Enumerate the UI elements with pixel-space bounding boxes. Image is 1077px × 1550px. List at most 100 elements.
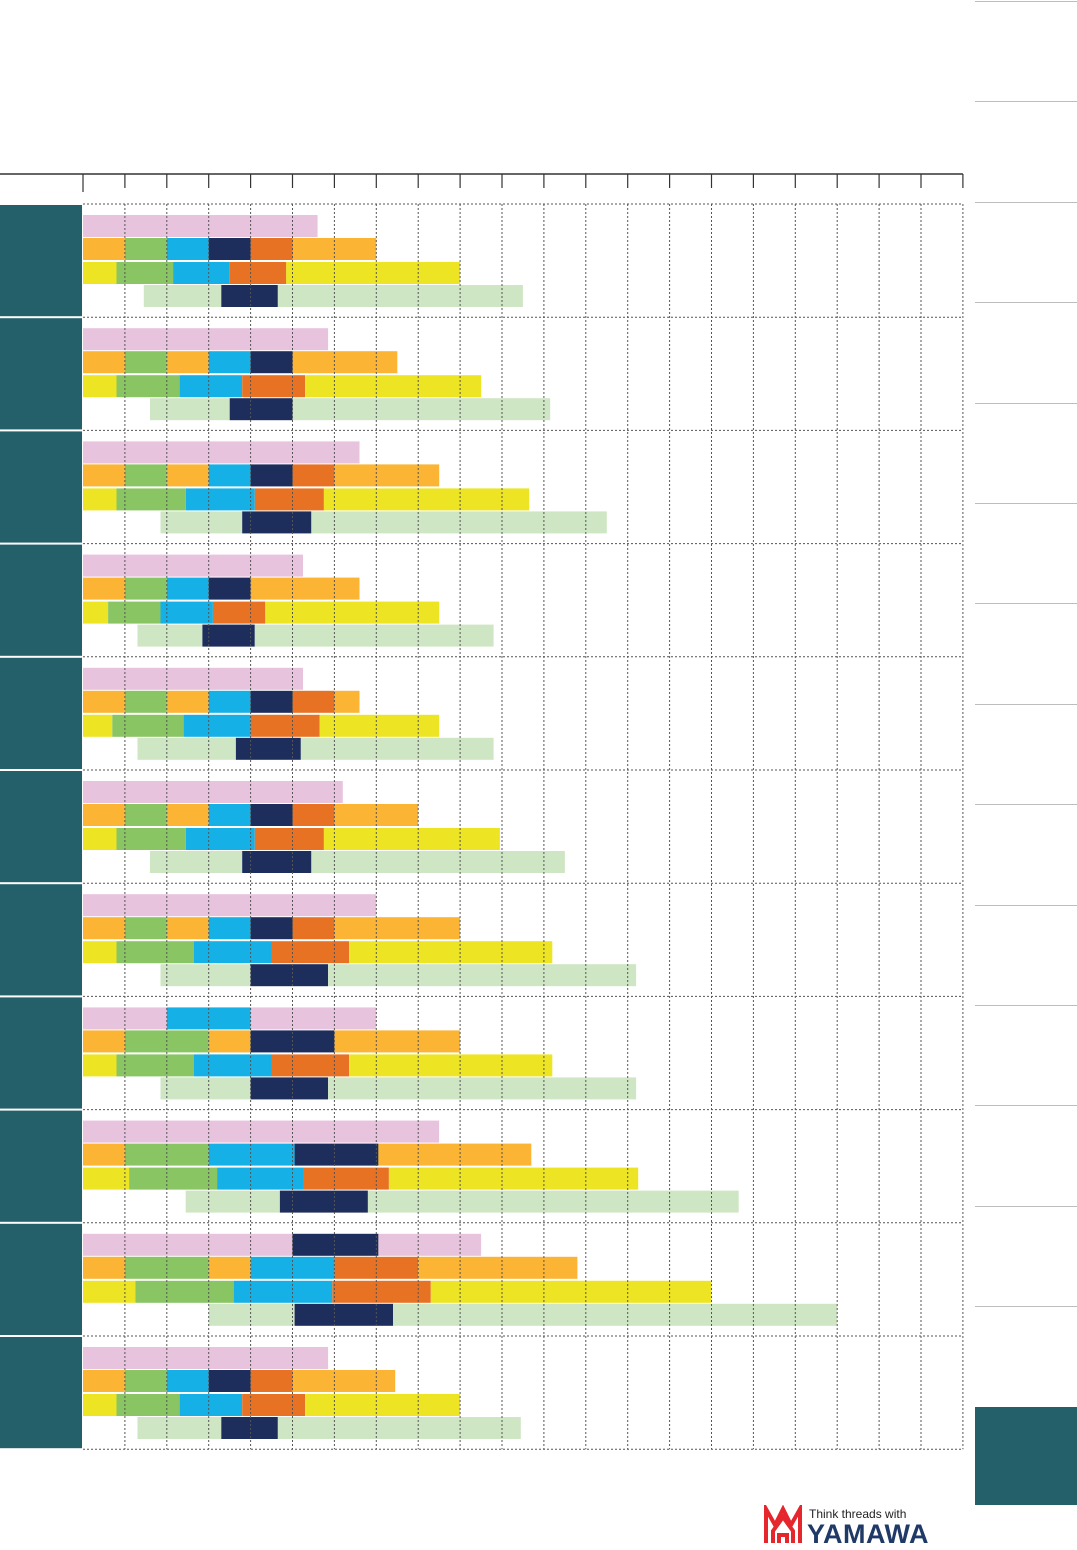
chart	[0, 173, 964, 1450]
bar-segment-g3-r2-s7	[334, 464, 440, 487]
bar-segment-g4-r3-s5	[265, 601, 440, 624]
side-tab-rule	[975, 904, 1077, 906]
bar-segment-g9-r3-s2	[129, 1167, 218, 1190]
bar-segment-g6-r3-s2	[116, 828, 186, 850]
bar-segment-g2-r3-s2	[116, 375, 180, 398]
bar-segment-g5-r2-s2	[124, 690, 167, 713]
bar-segment-g11-r2-s1	[83, 1370, 125, 1392]
bar-segment-g10-r4-s1	[208, 1303, 295, 1326]
bar-segment-g6-r3-s5	[323, 828, 500, 850]
bar-segment-g10-r3-s4	[332, 1280, 431, 1303]
row-header-4	[0, 544, 82, 656]
bar-segment-g5-r3-s4	[250, 714, 320, 737]
bar-segment-g10-r1-s2	[292, 1233, 379, 1256]
bar-segment-g8-r3-s3	[194, 1054, 272, 1077]
bar-segment-g10-r2-s1	[83, 1256, 125, 1279]
row-header-2	[0, 318, 82, 430]
side-tab-rule	[975, 804, 1077, 806]
side-tab-rule	[975, 1205, 1077, 1207]
bar-segment-g5-r3-s5	[319, 714, 440, 737]
bars	[83, 215, 838, 1439]
bar-segment-g4-r2-s3	[166, 577, 209, 600]
bar-segment-g7-r4-s3	[328, 964, 637, 987]
bar-segment-g2-r2-s6	[292, 351, 398, 374]
bar-segment-g6-r1-s1	[83, 781, 343, 803]
bar-segment-g7-r2-s4	[208, 917, 251, 940]
bar-segment-g10-r2-s4	[250, 1256, 335, 1279]
bar-segment-g1-r3-s2	[116, 262, 174, 284]
bar-segment-g7-r3-s1	[83, 941, 117, 964]
bar-segment-g1-r2-s4	[208, 238, 251, 260]
bar-segment-g10-r2-s6	[418, 1256, 578, 1279]
bar-segment-g9-r1-s1	[83, 1120, 440, 1143]
bar-segment-g5-r2-s3	[166, 690, 209, 713]
bar-segment-g2-r4-s2	[229, 398, 293, 421]
bar-segment-g9-r3-s3	[217, 1167, 303, 1190]
bar-segment-g4-r3-s2	[108, 601, 161, 624]
bar-segment-g2-r2-s1	[83, 351, 125, 374]
side-tab-rule	[975, 703, 1077, 705]
bar-segment-g10-r3-s1	[83, 1280, 136, 1303]
bar-segment-g5-r1-s1	[83, 667, 303, 690]
bar-segment-g3-r2-s1	[83, 464, 125, 487]
bar-segment-g9-r4-s3	[367, 1190, 739, 1213]
bar-segment-g5-r2-s4	[208, 690, 251, 713]
bar-segment-g3-r3-s2	[116, 488, 186, 511]
bar-segment-g4-r1-s1	[83, 554, 303, 577]
bar-segment-g8-r3-s4	[271, 1054, 349, 1077]
bar-segment-g4-r4-s3	[254, 624, 494, 647]
bar-segment-g8-r3-s1	[83, 1054, 117, 1077]
bar-segment-g9-r4-s2	[279, 1190, 368, 1213]
side-tab-rule	[975, 1306, 1077, 1308]
bar-segment-g8-r1-s3	[250, 1007, 377, 1030]
grid	[83, 203, 964, 1450]
bar-segment-g1-r2-s2	[124, 238, 167, 260]
bar-segment-g1-r4-s2	[221, 285, 278, 307]
bar-segment-g6-r2-s4	[208, 804, 251, 826]
side-tab-rule	[975, 1005, 1077, 1006]
bar-segment-g2-r2-s4	[208, 351, 251, 374]
bar-segment-g8-r3-s2	[116, 1054, 194, 1077]
brand-name: YAMAWA	[807, 1519, 930, 1549]
bar-segment-g1-r1-s1	[83, 215, 318, 237]
bar-segment-g4-r2-s5	[250, 577, 360, 600]
bar-segment-g7-r2-s5	[250, 917, 293, 940]
bar-segment-g6-r2-s7	[334, 804, 419, 826]
bar-segment-g2-r2-s5	[250, 351, 293, 374]
bar-segment-g4-r2-s4	[208, 577, 251, 600]
bar-segment-g10-r2-s5	[334, 1256, 419, 1279]
bar-segment-g1-r3-s4	[229, 262, 287, 284]
bar-segment-g11-r2-s3	[166, 1370, 209, 1392]
bar-segment-g10-r2-s3	[208, 1256, 251, 1279]
bar-segment-g3-r3-s4	[254, 488, 324, 511]
bar-segment-g8-r1-s1	[83, 1007, 167, 1030]
side-tab-rule	[975, 1, 1077, 2]
bar-segment-g2-r3-s5	[305, 375, 482, 398]
brand: Think threads with YAMAWA	[763, 1505, 963, 1550]
x-axis	[0, 173, 964, 192]
bar-segment-g6-r3-s1	[83, 828, 117, 850]
bar-segment-g9-r2-s3	[208, 1143, 295, 1166]
side-tab-rule	[975, 503, 1077, 504]
bar-segment-g2-r3-s4	[242, 375, 305, 398]
bar-segment-g8-r4-s1	[160, 1077, 251, 1100]
bar-segment-g4-r3-s3	[160, 601, 213, 624]
bar-segment-g7-r4-s1	[160, 964, 251, 987]
bar-segment-g11-r3-s5	[305, 1394, 461, 1416]
bar-segment-g7-r3-s4	[271, 941, 349, 964]
row-header-1	[0, 205, 82, 317]
bar-segment-g9-r3-s4	[303, 1167, 389, 1190]
bar-segment-g2-r3-s3	[179, 375, 243, 398]
bar-segment-g11-r2-s4	[208, 1370, 251, 1392]
bar-segment-g5-r3-s2	[112, 714, 184, 737]
bar-segment-g4-r3-s4	[212, 601, 266, 624]
bar-segment-g7-r1-s1	[83, 894, 377, 917]
bar-segment-g7-r3-s5	[349, 941, 553, 964]
bar-segment-g2-r4-s3	[292, 398, 551, 421]
side-tab-active[interactable]	[975, 1407, 1077, 1505]
bar-segment-g9-r3-s1	[83, 1167, 130, 1190]
bar-segment-g8-r4-s3	[328, 1077, 637, 1100]
row-header-11	[0, 1337, 82, 1449]
bar-segment-g5-r3-s3	[183, 714, 251, 737]
bar-segment-g7-r2-s7	[334, 917, 461, 940]
